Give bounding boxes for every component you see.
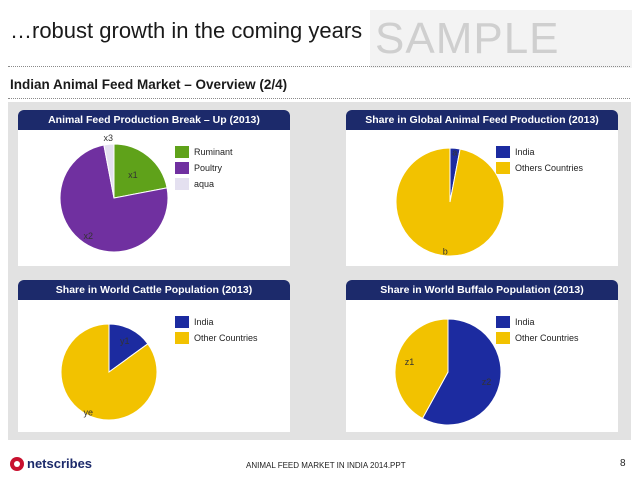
legend-cattle-share: India Other Countries (175, 316, 258, 348)
legend-label-others: Other Countries (515, 333, 579, 343)
legend-item-india: India (175, 316, 258, 332)
legend-item-aqua: aqua (175, 178, 233, 194)
legend-buffalo-share: India Other Countries (496, 316, 579, 348)
pie-data-label: y1 (120, 336, 130, 346)
legend-swatch-others (496, 162, 510, 174)
slide-title: …robust growth in the coming years (10, 18, 363, 43)
legend-item-ruminant: Ruminant (175, 146, 233, 162)
legend-global-feed-share: India Others Countries (496, 146, 583, 178)
subtitle-divider (8, 98, 630, 99)
logo-text: netscribes (27, 456, 93, 471)
watermark-background (370, 10, 632, 68)
legend-swatch-india (496, 316, 510, 328)
pie-slice-ruminant (113, 143, 168, 199)
pie-data-label: ye (84, 408, 94, 418)
pie-data-label: a (452, 148, 457, 158)
pie-data-label: x1 (128, 170, 138, 180)
legend-swatch-poultry (175, 162, 189, 174)
legend-label-aqua: aqua (194, 179, 215, 189)
legend-swatch-ruminant (175, 146, 189, 158)
legend-swatch-others (175, 332, 189, 344)
pie-data-label: x2 (83, 231, 93, 241)
page-number: 8 (620, 458, 626, 469)
legend-item-others: Other Countries (496, 332, 579, 348)
legend-label-india: India (194, 317, 214, 327)
legend-swatch-aqua (175, 178, 189, 190)
legend-label-ruminant: Ruminant (194, 147, 233, 157)
pie-data-label: x3 (104, 133, 114, 143)
pie-chart-1: x1 x2 x3 (59, 133, 169, 253)
legend-swatch-india (175, 316, 189, 328)
pie-data-label: z2 (482, 377, 492, 387)
pie-slice-others-countries (395, 147, 505, 257)
legend-feed-production: Ruminant Poultry aqua (175, 146, 233, 194)
legend-item-others: Others Countries (496, 162, 583, 178)
pie-slice-poultry (59, 144, 169, 253)
pie-data-label: b (443, 247, 448, 257)
slide-subtitle: Indian Animal Feed Market – Overview (2/… (10, 77, 288, 92)
pie-slice-aqua (103, 143, 115, 199)
legend-item-india: India (496, 146, 583, 162)
legend-item-poultry: Poultry (175, 162, 233, 178)
chart-header-feed-production: Animal Feed Production Break – Up (2013) (18, 110, 290, 130)
pie-slice-other-countries (60, 323, 158, 421)
pie-slice-other-countries (394, 318, 449, 420)
chart-header-global-feed-share: Share in Global Animal Feed Production (… (346, 110, 618, 130)
title-divider (8, 66, 630, 67)
pie-slice-india (421, 318, 502, 426)
chart-header-cattle-share: Share in World Cattle Population (2013) (18, 280, 290, 300)
footer-text: ANIMAL FEED MARKET IN INDIA 2014.PPT (246, 461, 406, 470)
pie-chart-3: y1 ye (60, 323, 158, 421)
legend-item-india: India (496, 316, 579, 332)
legend-label-india: India (515, 317, 535, 327)
legend-label-poultry: Poultry (194, 163, 223, 173)
legend-label-others: Others Countries (515, 163, 584, 173)
legend-swatch-india (496, 146, 510, 158)
pie-chart-4: z2 z1 (394, 318, 502, 426)
legend-swatch-others (496, 332, 510, 344)
logo-icon (10, 457, 24, 471)
chart-header-buffalo-share: Share in World Buffalo Population (2013) (346, 280, 618, 300)
watermark: SAMPLE (375, 14, 560, 63)
legend-item-others: Other Countries (175, 332, 258, 348)
pie-chart-2: ab (395, 147, 505, 257)
legend-label-others: Other Countries (194, 333, 258, 343)
legend-label-india: India (515, 147, 535, 157)
pie-data-label: z1 (405, 357, 415, 367)
